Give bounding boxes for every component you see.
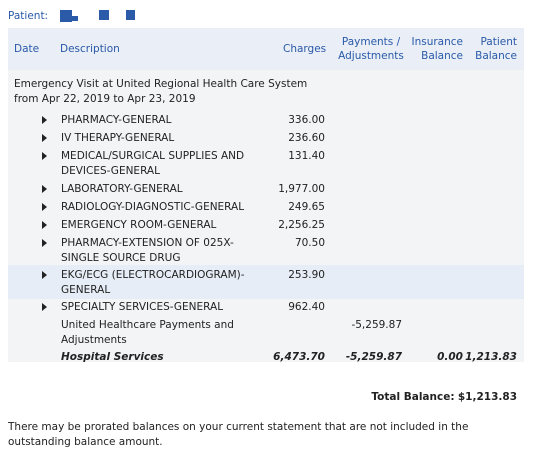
adjustment-payment: -5,259.87 bbox=[351, 319, 402, 331]
subtotal-charges: 6,473.70 bbox=[273, 351, 325, 363]
item-description: IV THERAPY-GENERAL bbox=[61, 132, 175, 144]
expand-arrow-icon[interactable] bbox=[42, 203, 47, 211]
expand-arrow-icon[interactable] bbox=[42, 239, 47, 247]
table-row[interactable]: EKG/ECG (ELECTROCARDIOGRAM)-GENERAL 253.… bbox=[8, 265, 524, 299]
adjustment-row: United Healthcare Payments and Adjustmen… bbox=[8, 317, 524, 350]
table-row[interactable]: IV THERAPY-GENERAL 236.60 bbox=[8, 130, 524, 148]
column-header-patient-balance[interactable]: Patient Balance bbox=[475, 36, 517, 62]
item-charge: 131.40 bbox=[288, 150, 325, 162]
item-description: PHARMACY-EXTENSION OF 025X-SINGLE SOURCE… bbox=[61, 237, 234, 264]
item-charge: 70.50 bbox=[294, 237, 325, 249]
table-row[interactable]: MEDICAL/SURGICAL SUPPLIES AND DEVICES-GE… bbox=[8, 148, 524, 181]
redacted-name-block bbox=[126, 10, 135, 20]
table-row[interactable]: PHARMACY-GENERAL 336.00 bbox=[8, 112, 524, 130]
redacted-name-block bbox=[72, 16, 78, 21]
item-charge: 249.65 bbox=[288, 201, 325, 213]
item-description: PHARMACY-GENERAL bbox=[61, 114, 172, 126]
item-charge: 336.00 bbox=[288, 114, 325, 126]
subtotal-row: Hospital Services 6,473.70 -5,259.87 0.0… bbox=[8, 349, 524, 367]
expand-arrow-icon[interactable] bbox=[42, 221, 47, 229]
item-description: SPECIALTY SERVICES-GENERAL bbox=[61, 301, 224, 313]
item-charge: 1,977.00 bbox=[278, 183, 325, 195]
adjustment-description: United Healthcare Payments and Adjustmen… bbox=[61, 319, 234, 346]
column-header-description[interactable]: Description bbox=[60, 43, 120, 55]
total-balance-label: Total Balance: bbox=[371, 391, 455, 403]
total-balance: Total Balance: $1,213.83 bbox=[371, 391, 517, 403]
table-row[interactable]: LABORATORY-GENERAL 1,977.00 bbox=[8, 181, 524, 199]
subtotal-patient-balance: 1,213.83 bbox=[465, 351, 517, 363]
column-header-date[interactable]: Date bbox=[14, 43, 40, 55]
column-header-insurance-balance[interactable]: Insurance Balance bbox=[411, 36, 463, 62]
expand-arrow-icon[interactable] bbox=[42, 303, 47, 311]
column-header-payments[interactable]: Payments / Adjustments bbox=[338, 36, 404, 62]
item-description: EKG/ECG (ELECTROCARDIOGRAM)-GENERAL bbox=[61, 269, 245, 296]
visit-section: Emergency Visit at United Regional Healt… bbox=[8, 70, 524, 362]
redacted-name-block bbox=[60, 10, 72, 22]
subtotal-insurance-balance: 0.00 bbox=[437, 351, 463, 363]
expand-arrow-icon[interactable] bbox=[42, 116, 47, 124]
table-row[interactable]: EMERGENCY ROOM-GENERAL 2,256.25 bbox=[8, 217, 524, 235]
expand-arrow-icon[interactable] bbox=[42, 152, 47, 160]
item-charge: 253.90 bbox=[288, 269, 325, 281]
total-balance-value: $1,213.83 bbox=[457, 391, 517, 403]
visit-title: Emergency Visit at United Regional Healt… bbox=[14, 78, 308, 105]
item-description: LABORATORY-GENERAL bbox=[61, 183, 183, 195]
item-charge: 236.60 bbox=[288, 132, 325, 144]
expand-arrow-icon[interactable] bbox=[42, 185, 47, 193]
item-charge: 2,256.25 bbox=[278, 219, 325, 231]
redacted-name-block bbox=[99, 10, 109, 20]
item-charge: 962.40 bbox=[288, 301, 325, 313]
item-description: MEDICAL/SURGICAL SUPPLIES AND DEVICES-GE… bbox=[61, 150, 245, 177]
table-row[interactable]: PHARMACY-EXTENSION OF 025X-SINGLE SOURCE… bbox=[8, 235, 524, 267]
patient-header: Patient: bbox=[8, 8, 48, 24]
patient-label: Patient: bbox=[8, 10, 49, 22]
footnote: There may be prorated balances on your c… bbox=[8, 421, 469, 448]
table-row[interactable]: SPECIALTY SERVICES-GENERAL 962.40 bbox=[8, 299, 524, 317]
subtotal-label: Hospital Services bbox=[61, 351, 164, 363]
subtotal-payments: -5,259.87 bbox=[345, 351, 402, 363]
table-row[interactable]: RADIOLOGY-DIAGNOSTIC-GENERAL 249.65 bbox=[8, 199, 524, 217]
column-header-charges[interactable]: Charges bbox=[283, 43, 327, 55]
table-header: Date Description Charges Payments / Adju… bbox=[8, 28, 524, 70]
expand-arrow-icon[interactable] bbox=[42, 134, 47, 142]
item-description: RADIOLOGY-DIAGNOSTIC-GENERAL bbox=[61, 201, 245, 213]
expand-arrow-icon[interactable] bbox=[42, 271, 47, 279]
item-description: EMERGENCY ROOM-GENERAL bbox=[61, 219, 217, 231]
